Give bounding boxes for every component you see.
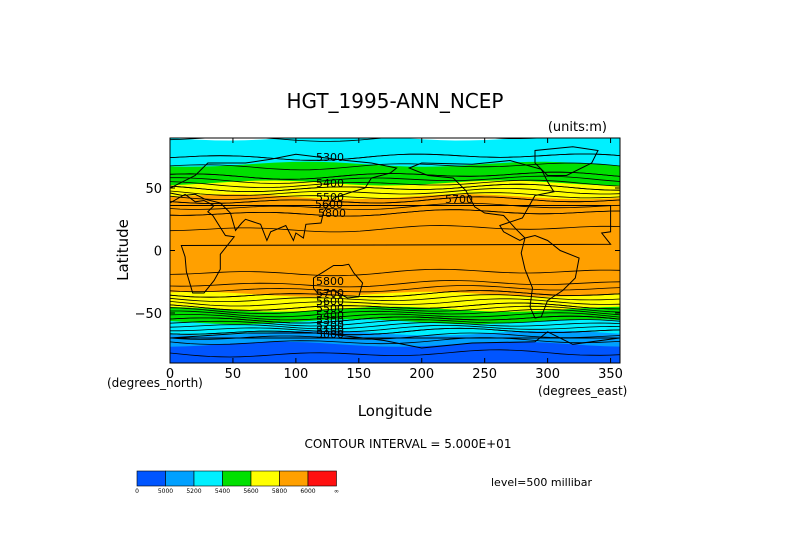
colorbar-swatch-3 bbox=[222, 470, 252, 487]
contour-line-38 bbox=[170, 225, 620, 233]
contour-label-5700: 5700 bbox=[316, 287, 344, 300]
y-axis-title: Latitude bbox=[114, 219, 132, 281]
colorbar: 0 5000 5200 5400 5600 5800 6000 ∞ bbox=[135, 470, 339, 495]
y-unit-note: (degrees_north) bbox=[107, 376, 203, 390]
x-tick-label-300: 300 bbox=[535, 367, 560, 382]
chart-title: HGT_1995-ANN_NCEP bbox=[287, 89, 504, 113]
contour-line-27 bbox=[170, 192, 620, 201]
contour-line-33 bbox=[170, 202, 620, 210]
x-unit-note: (degrees_east) bbox=[538, 384, 627, 398]
africa-eurasia-outline bbox=[170, 193, 612, 294]
colorbar-label-2: 5200 bbox=[186, 488, 201, 495]
units-label: (units:m) bbox=[548, 120, 607, 135]
north-america-outline bbox=[407, 159, 555, 242]
contour-line-22 bbox=[170, 183, 620, 193]
contour-label-5100: 5100 bbox=[316, 324, 344, 337]
contour-label-5300: 5300 bbox=[316, 314, 344, 327]
colorbar-swatch-2 bbox=[193, 470, 223, 487]
colorbar-label-3: 5400 bbox=[215, 488, 230, 495]
colorbar-swatch-5 bbox=[279, 470, 309, 487]
contour-label-5700: 5700 bbox=[445, 193, 473, 206]
band-8 bbox=[170, 341, 620, 363]
contour-label-5600: 5600 bbox=[316, 295, 344, 308]
band-5 bbox=[170, 306, 620, 326]
contour-line-7 bbox=[170, 322, 620, 330]
y-axis: −50 0 50 bbox=[135, 182, 620, 322]
contour-line-26 bbox=[170, 298, 620, 307]
contour-line-0 bbox=[170, 349, 620, 358]
band-3 bbox=[170, 194, 620, 299]
x-tick-label-150: 150 bbox=[346, 367, 371, 382]
colorbar-label-0: 0 bbox=[135, 488, 139, 495]
contour-label-5500: 5500 bbox=[316, 302, 344, 315]
contour-line-25 bbox=[170, 188, 620, 196]
contour-lines bbox=[170, 138, 620, 358]
contour-label-5300: 5300 bbox=[316, 151, 344, 164]
band-2 bbox=[170, 180, 620, 201]
contour-label-5400: 5400 bbox=[316, 309, 344, 322]
contour-line-28 bbox=[170, 294, 620, 302]
eurasia-outline bbox=[170, 153, 398, 242]
y-tick-label-1: 0 bbox=[154, 245, 162, 260]
contour-line-18 bbox=[170, 309, 620, 318]
band-4 bbox=[170, 291, 620, 314]
contour-label-5200: 5200 bbox=[316, 319, 344, 332]
colorbar-label-6: 6000 bbox=[300, 488, 315, 495]
contour-line-37 bbox=[170, 280, 620, 288]
contour-label-5600: 5600 bbox=[315, 198, 343, 211]
south-america-outline bbox=[520, 234, 580, 319]
level-text: level=500 millibar bbox=[491, 476, 593, 489]
colorbar-label-5: 5800 bbox=[272, 488, 287, 495]
contour-label-5800: 5800 bbox=[316, 275, 344, 288]
contour-line-39 bbox=[170, 268, 620, 277]
contour-line-34 bbox=[170, 285, 620, 293]
greenland-outline bbox=[534, 146, 599, 176]
contour-line-5 bbox=[170, 325, 620, 333]
contour-line-9 bbox=[170, 153, 620, 161]
x-tick-label-100: 100 bbox=[283, 367, 308, 382]
contour-label-5500: 5500 bbox=[316, 191, 344, 204]
contour-line-13 bbox=[170, 315, 620, 324]
contour-line-36 bbox=[170, 209, 620, 217]
coastlines bbox=[170, 146, 620, 349]
contour-label-5400: 5400 bbox=[316, 177, 344, 190]
colorbar-swatch-4 bbox=[250, 470, 280, 487]
y-tick-label-2: 50 bbox=[145, 182, 162, 197]
colorbar-label-4: 5600 bbox=[243, 488, 258, 495]
contour-interval-text: CONTOUR INTERVAL = 5.000E+01 bbox=[305, 437, 512, 451]
antarctica-coast bbox=[170, 331, 620, 349]
contour-line-1 bbox=[170, 337, 620, 345]
colorbar-label-1: 5000 bbox=[158, 488, 173, 495]
colorbar-swatch-1 bbox=[165, 470, 195, 487]
colorbar-label-7: ∞ bbox=[334, 488, 339, 495]
x-tick-label-0: 0 bbox=[166, 367, 174, 382]
contour-line-11 bbox=[170, 162, 620, 171]
x-axis-title: Longitude bbox=[358, 402, 433, 420]
x-axis: 0 50 100 150 200 250 300 350 bbox=[166, 138, 623, 382]
contour-label-5800: 5800 bbox=[318, 207, 346, 220]
colorbar-swatch-6 bbox=[307, 470, 337, 487]
australia-outline bbox=[313, 263, 364, 299]
contour-label-5000: 5000 bbox=[316, 328, 344, 341]
contour-line-32 bbox=[170, 290, 620, 298]
x-tick-label-200: 200 bbox=[409, 367, 434, 382]
contour-line-19 bbox=[170, 179, 620, 189]
contour-line-10 bbox=[170, 319, 620, 327]
contour-line-24 bbox=[170, 302, 620, 311]
colorbar-swatch-0 bbox=[136, 470, 166, 487]
contour-line-16 bbox=[170, 312, 620, 321]
y-tick-label-0: −50 bbox=[135, 307, 162, 322]
x-tick-label-250: 250 bbox=[472, 367, 497, 382]
x-tick-label-50: 50 bbox=[225, 367, 242, 382]
contour-line-4 bbox=[170, 327, 620, 336]
contour-line-30 bbox=[170, 196, 620, 204]
x-tick-label-350: 350 bbox=[598, 367, 623, 382]
